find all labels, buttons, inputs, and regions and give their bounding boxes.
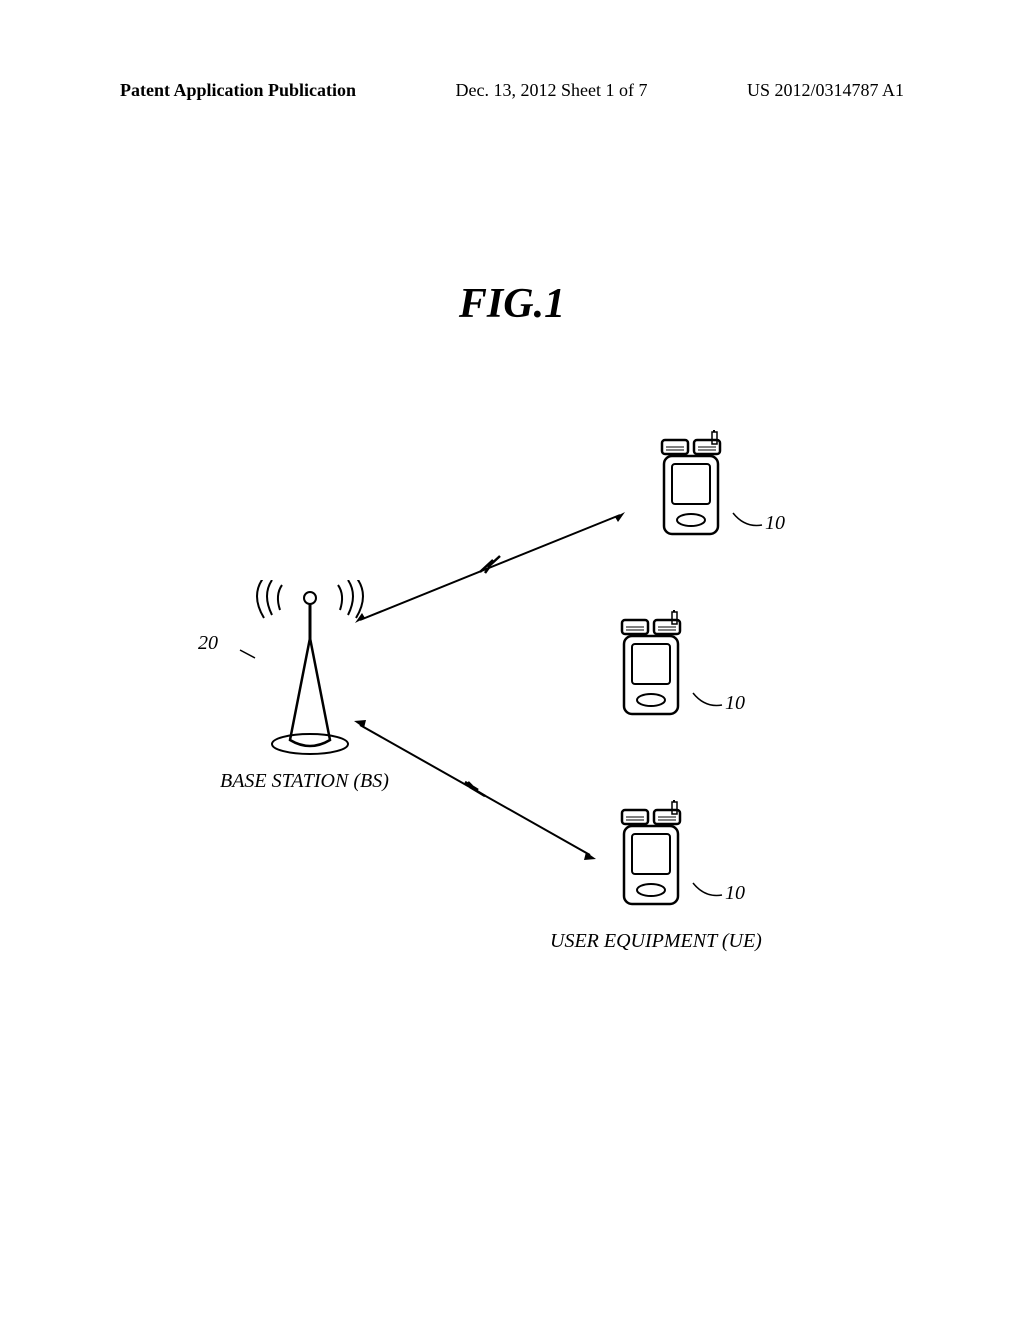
ue-label: USER EQUIPMENT (UE) [550,930,762,953]
ue1-ref-number: 10 [765,512,785,535]
header-publication: Patent Application Publication [120,80,356,101]
ue-phone-icon [610,800,700,920]
ue-phone-icon [610,610,700,730]
header-date-sheet: Dec. 13, 2012 Sheet 1 of 7 [456,80,648,101]
bs-ref-number: 20 [198,632,218,655]
ue2-ref-number: 10 [725,692,745,715]
header-pub-number: US 2012/0314787 A1 [747,80,904,101]
signal-line-2 [350,710,610,880]
signal-line-1 [350,500,640,650]
ue3-ref-number: 10 [725,882,745,905]
ue3-ref-leader [690,880,730,905]
ue1-ref-leader [730,510,770,535]
page-header: Patent Application Publication Dec. 13, … [0,80,1024,101]
diagram-container: 20 BASE STATION (BS) [120,400,880,1000]
figure-title: FIG.1 [459,280,565,328]
ue-phone-icon [650,430,740,550]
ue2-ref-leader [690,690,730,715]
